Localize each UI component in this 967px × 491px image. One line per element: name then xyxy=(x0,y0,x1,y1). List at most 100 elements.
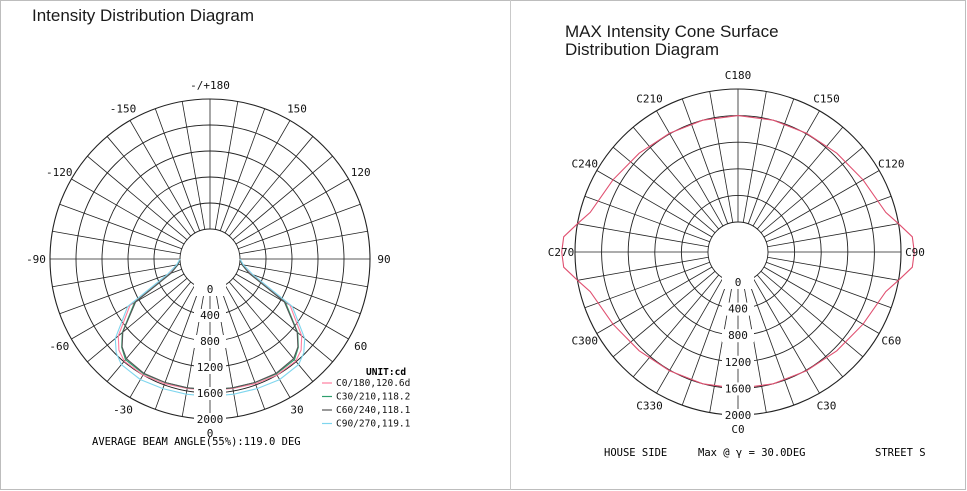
right-spoke xyxy=(656,277,724,394)
left-spoke xyxy=(232,277,333,363)
legend-entry: C60/240,118.1 xyxy=(336,405,411,416)
left-radial-tick-label: 2000 xyxy=(197,413,224,426)
right-angle-label: C180 xyxy=(725,69,752,82)
left-spoke xyxy=(239,263,368,288)
right-radial-tick-label: 400 xyxy=(728,303,748,316)
right-radial-tick-bg xyxy=(722,302,754,316)
left-radial-tick-label: 0 xyxy=(207,283,214,296)
left-spoke xyxy=(224,120,291,234)
right-spoke xyxy=(767,256,899,281)
left-legend: C0/180,120.6d C30/210,118.2 C60/240,118.1 C… xyxy=(322,378,411,430)
left-spoke xyxy=(59,203,182,250)
right-polar-grid xyxy=(574,88,902,416)
left-angle-label: -60 xyxy=(49,340,69,353)
right-spoke xyxy=(709,91,734,223)
right-polar-series xyxy=(561,115,915,389)
right-spoke xyxy=(747,280,795,406)
right-footer-house-side: HOUSE SIDE xyxy=(604,447,667,459)
left-polar-labels: 0 400 800 1200 1600 2000 -/+180 150 120 90 60 30 0 -3… xyxy=(26,79,391,440)
right-angle-label: C300 xyxy=(571,335,598,348)
left-angle-label: 30 xyxy=(290,404,303,417)
left-angle-label: -150 xyxy=(110,102,137,115)
left-radial-tick-label: 800 xyxy=(200,335,220,348)
right-ring xyxy=(707,221,769,283)
right-series-line xyxy=(561,115,915,389)
left-spoke xyxy=(129,284,196,398)
right-spoke xyxy=(756,274,844,378)
left-radial-tick-bg xyxy=(194,387,226,400)
left-radial-tick-bg xyxy=(194,361,226,374)
right-angle-label: C150 xyxy=(813,93,840,106)
left-radial-tick-label: 1200 xyxy=(197,361,224,374)
right-spoke xyxy=(577,223,709,248)
right-spoke xyxy=(763,170,880,238)
right-spoke xyxy=(756,126,844,230)
right-spoke xyxy=(632,274,720,378)
right-spoke xyxy=(760,270,864,358)
right-angle-label: C240 xyxy=(571,158,598,171)
right-radial-tick-label: 0 xyxy=(735,276,742,289)
left-spoke xyxy=(228,136,314,237)
right-radial-tick-bg xyxy=(722,355,754,369)
left-spoke xyxy=(129,120,196,234)
left-spoke xyxy=(235,178,349,245)
left-spoke xyxy=(87,277,188,363)
left-polar-grid xyxy=(49,98,371,420)
right-angle-label: C120 xyxy=(878,158,905,171)
left-angle-label: 0 xyxy=(207,427,214,440)
left-angle-label: 120 xyxy=(351,166,371,179)
right-spoke xyxy=(681,280,729,406)
left-spoke xyxy=(87,155,188,241)
right-spoke xyxy=(584,195,710,243)
left-angle-label: -30 xyxy=(113,404,133,417)
left-angle-label: 60 xyxy=(354,340,367,353)
right-polar-labels: 0 400 800 1200 1600 2000 C180 C150 C120 C90 C60 C30… xyxy=(548,69,925,436)
legend-entry: C30/210,118.2 xyxy=(336,392,410,403)
left-ring xyxy=(179,228,241,290)
right-spoke xyxy=(767,223,899,248)
right-radial-tick-label: 2000 xyxy=(725,409,752,422)
left-spoke xyxy=(154,108,201,231)
left-spoke xyxy=(52,230,181,255)
right-spoke xyxy=(760,146,864,234)
right-radial-tick-bg xyxy=(722,276,754,289)
left-spoke xyxy=(232,155,333,241)
right-footer-max-gamma: Max @ γ = 30.0DEG xyxy=(698,447,805,459)
right-spoke xyxy=(612,146,716,234)
right-spoke xyxy=(742,91,767,223)
legend-entry: C90/270,119.1 xyxy=(336,419,411,430)
right-spoke xyxy=(766,195,892,243)
right-radial-tick-bg xyxy=(722,409,754,422)
left-footer-beam-angle: AVERAGE BEAM ANGLE(55%):119.0 DEG xyxy=(92,436,301,448)
right-angle-label: C60 xyxy=(881,335,901,348)
right-angle-label: C90 xyxy=(905,246,925,259)
right-spoke xyxy=(632,126,720,230)
left-spoke xyxy=(214,101,239,230)
right-angle-label: C210 xyxy=(636,93,663,106)
left-radial-tick-bg xyxy=(194,335,226,348)
left-angle-label: -90 xyxy=(26,253,46,266)
right-radial-tick-bg xyxy=(722,329,754,343)
right-radial-tick-bg xyxy=(722,382,754,396)
right-spoke xyxy=(763,266,880,334)
right-spoke xyxy=(656,110,724,227)
left-spoke xyxy=(59,268,182,315)
left-spoke xyxy=(219,108,266,231)
left-spoke xyxy=(224,284,291,398)
right-spoke xyxy=(766,261,892,309)
right-spoke xyxy=(612,270,716,358)
right-footer-street-side: STREET S xyxy=(875,447,926,459)
right-chart-title-line1: MAX Intensity Cone Surface xyxy=(565,22,779,41)
right-spoke xyxy=(596,266,713,334)
unit-label: UNIT:cd xyxy=(366,367,406,378)
right-radial-tick-label: 800 xyxy=(728,329,748,342)
right-spoke xyxy=(681,98,729,224)
left-spoke xyxy=(52,263,181,288)
left-angle-label: 90 xyxy=(377,253,390,266)
left-radial-tick-bg xyxy=(194,309,226,322)
left-chart-title: Intensity Distribution Diagram xyxy=(32,6,255,25)
right-spoke xyxy=(752,110,820,227)
left-radial-tick-label: 1600 xyxy=(197,387,224,400)
